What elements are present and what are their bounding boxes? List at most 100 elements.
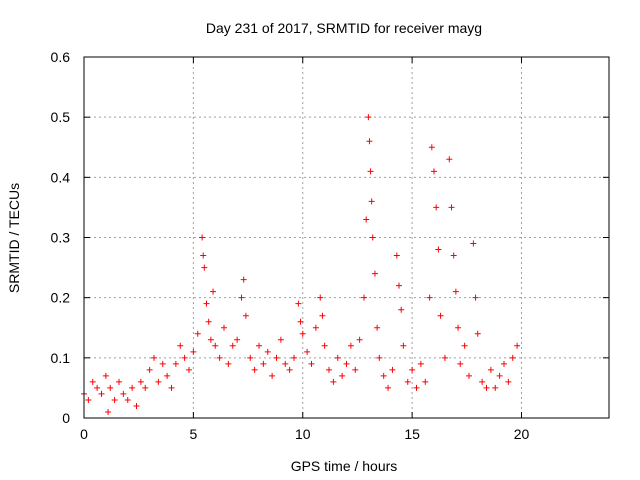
data-point: [435, 246, 442, 253]
data-point: [151, 354, 157, 361]
x-tick-label: 10: [295, 426, 311, 442]
data-point: [273, 354, 280, 361]
axis-ticks: 0 5 10 15 20 0 0.1 0.2 0.3 0.4 0.5 0.6: [51, 49, 609, 442]
data-point: [479, 378, 486, 385]
data-point: [446, 156, 453, 163]
data-point: [317, 294, 324, 301]
data-point: [413, 384, 420, 391]
data-point: [312, 324, 319, 331]
data-point: [321, 342, 328, 349]
data-point: [89, 378, 96, 385]
data-point: [334, 354, 341, 361]
data-point: [181, 354, 188, 361]
data-point: [159, 360, 166, 367]
x-axis-label: GPS time / hours: [291, 458, 398, 474]
data-point: [142, 384, 149, 391]
data-point: [256, 342, 262, 349]
data-point: [297, 318, 304, 325]
data-point: [385, 384, 392, 391]
y-tick-label: 0.3: [51, 230, 71, 246]
x-tick-label: 20: [514, 426, 530, 442]
y-tick-label: 0.6: [51, 49, 71, 65]
data-point: [238, 294, 245, 301]
data-point: [251, 366, 258, 373]
data-point: [203, 300, 210, 307]
data-point: [474, 330, 481, 337]
y-tick-label: 0.5: [51, 109, 71, 125]
data-point: [356, 336, 363, 343]
data-point: [247, 354, 254, 361]
data-point: [455, 324, 462, 331]
data-point: [207, 336, 214, 343]
data-point: [470, 240, 477, 247]
data-point: [371, 270, 378, 277]
data-point: [374, 324, 381, 331]
data-point: [483, 384, 490, 391]
data-point: [367, 168, 374, 175]
y-tick-label: 0.2: [51, 290, 71, 306]
data-point: [492, 384, 499, 391]
data-point: [343, 360, 350, 367]
data-point: [308, 360, 315, 367]
x-tick-label: 5: [189, 426, 197, 442]
data-point: [264, 348, 271, 355]
data-point: [428, 144, 435, 151]
data-point: [299, 330, 306, 337]
data-point: [107, 384, 114, 391]
data-point: [94, 384, 101, 391]
data-point: [216, 354, 223, 361]
data-point: [352, 366, 359, 373]
data-point: [177, 342, 184, 349]
data-point: [389, 366, 396, 373]
data-point: [400, 342, 407, 349]
data-point: [260, 360, 267, 367]
data-point: [133, 402, 140, 409]
data-point: [98, 390, 105, 397]
data-point: [461, 342, 468, 349]
data-point: [137, 378, 144, 385]
data-point: [347, 342, 354, 349]
data-point: [155, 378, 162, 385]
data-point: [366, 138, 373, 145]
data-point: [368, 198, 375, 205]
data-point: [116, 378, 122, 385]
data-point: [501, 360, 507, 367]
data-point: [361, 294, 367, 301]
x-tick-label: 15: [404, 426, 420, 442]
data-point: [282, 360, 289, 367]
data-point: [393, 252, 400, 259]
data-point: [194, 330, 201, 337]
data-point: [487, 366, 494, 373]
data-point: [369, 234, 376, 241]
data-point: [291, 354, 297, 361]
data-point: [319, 312, 326, 319]
data-point: [199, 234, 206, 241]
data-point: [221, 324, 227, 331]
data-points: [81, 114, 521, 415]
data-point: [509, 354, 516, 361]
data-point: [146, 366, 153, 373]
data-point: [286, 366, 293, 373]
data-point: [295, 300, 302, 307]
data-point: [212, 342, 219, 349]
data-point: [431, 168, 437, 175]
data-point: [242, 312, 249, 319]
data-point: [339, 372, 346, 379]
data-point: [441, 354, 448, 361]
data-point: [422, 378, 429, 385]
data-point: [326, 366, 332, 373]
data-point: [380, 372, 387, 379]
data-point: [404, 378, 411, 385]
data-point: [172, 360, 179, 367]
data-point: [201, 264, 208, 271]
data-point: [277, 336, 284, 343]
data-point: [124, 396, 131, 403]
data-point: [269, 372, 276, 379]
data-point: [376, 354, 383, 361]
data-point: [164, 372, 171, 379]
data-point: [111, 396, 118, 403]
data-point: [409, 366, 416, 373]
data-point: [168, 384, 175, 391]
data-point: [205, 318, 212, 325]
